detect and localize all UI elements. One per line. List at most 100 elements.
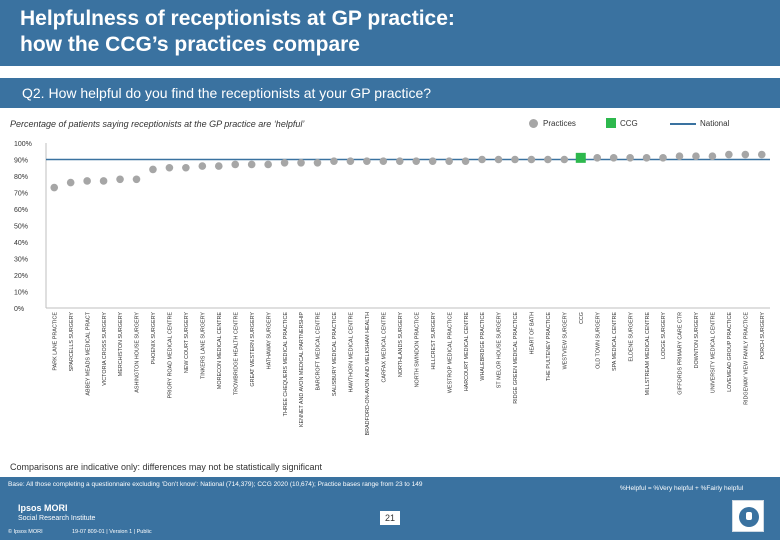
x-category-label: ABBEY MEADS MEDICAL PRACT [85, 311, 91, 395]
x-category-label: HATHAWAY SURGERY [266, 312, 272, 370]
footer-band [0, 477, 780, 540]
practice-marker [609, 154, 618, 162]
legend-national-label: National [700, 119, 730, 128]
legend-ccg-marker [606, 118, 616, 128]
practice-marker [626, 154, 634, 162]
practice-marker [395, 157, 404, 165]
legend-practices-marker [529, 119, 538, 128]
y-tick-label: 100% [14, 141, 32, 148]
y-tick-label: 70% [14, 191, 28, 198]
practice-marker [379, 157, 388, 165]
x-category-label: TROWBRIDGE HEALTH CENTRE [233, 312, 239, 396]
x-category-label: SPARCELLS SURGERY [69, 312, 75, 372]
practice-marker [527, 155, 536, 164]
practice-marker [83, 177, 91, 185]
legend-national-line [670, 123, 696, 125]
practice-marker [560, 155, 569, 164]
x-category-label: WESTVIEW SURGERY [563, 312, 569, 370]
practice-marker [231, 160, 240, 169]
x-category-label: KENNET AND AVON MEDICAL PARTNERSHIP [299, 312, 305, 427]
x-category-label: LOVEMEAD GROUP PRACTICE [727, 312, 733, 392]
practice-marker [675, 152, 684, 160]
practice-marker [297, 159, 305, 167]
y-tick-label: 40% [14, 240, 28, 247]
practice-marker [264, 160, 272, 169]
ccg-marker [575, 152, 586, 163]
x-category-label: DOWNTON SURGERY [694, 312, 700, 369]
question-band [0, 78, 780, 108]
logo-subtitle: Social Research Institute [18, 515, 96, 522]
y-tick-label: 80% [14, 174, 28, 181]
practice-marker [412, 157, 421, 165]
practice-marker [757, 150, 766, 159]
y-tick-label: 30% [14, 257, 28, 264]
x-category-label: HILLCREST SURGERY [431, 312, 437, 370]
practice-marker [511, 155, 519, 164]
practice-marker [313, 159, 322, 167]
x-category-label: MORECON MEDICAL CENTRE [217, 312, 223, 389]
practice-marker [165, 163, 174, 172]
x-category-label: HAWTHORN MEDICAL CENTRE [349, 312, 355, 393]
x-category-label: RIDGE GREEN MEDICAL PRACTICE [513, 312, 519, 404]
practice-marker [50, 183, 59, 192]
x-category-label: HEART OF BATH [530, 312, 536, 355]
x-category-label: PRIORY ROAD MEDICAL CENTRE [168, 312, 174, 399]
x-category-label: CCG [579, 312, 585, 324]
slide-title: Helpfulness of receptionists at GP pract… [20, 6, 760, 58]
x-category-label: ST MELOR HOUSE SURGERY [497, 312, 503, 389]
y-tick-label: 50% [14, 224, 28, 231]
y-tick-label: 60% [14, 207, 28, 214]
x-category-label: NEW COURT SURGERY [184, 312, 190, 374]
practice-marker [708, 152, 717, 160]
x-category-label: OLD TOWN SURGERY [595, 312, 601, 369]
copyright: © Ipsos MORI [8, 529, 43, 535]
practice-marker [461, 157, 470, 165]
base-note: Base: All those completing a questionnai… [8, 481, 423, 488]
practice-marker [66, 178, 75, 187]
practice-marker [116, 175, 124, 184]
ipsos-logo-icon [732, 500, 764, 532]
comparison-note: Comparisons are indicative only: differe… [10, 462, 322, 472]
ipsos-logo-circle [739, 507, 759, 527]
practice-marker [692, 152, 700, 160]
x-category-label: SPA MEDICAL CENTRE [612, 312, 618, 371]
x-category-label: ASHINGTON HOUSE SURGERY [135, 312, 141, 393]
x-category-label: PORCH SURGERY [760, 312, 766, 360]
practice-marker [593, 154, 602, 162]
x-category-label: THE PULTENEY PRACTICE [546, 312, 552, 381]
title-line-2: how the CCG’s practices compare [20, 33, 360, 56]
practice-marker [428, 157, 437, 165]
practice-marker [494, 155, 503, 164]
practice-marker [725, 150, 733, 159]
job-number: 19-07 809-01 | Version 1 | Public [72, 529, 152, 535]
x-category-label: BRADFORD-ON-AVON AND MELKSHAM HEALTH [365, 312, 371, 436]
y-tick-label: 10% [14, 290, 28, 297]
y-tick-label: 0% [14, 306, 24, 313]
practice-marker [478, 155, 486, 164]
practice-marker [99, 177, 108, 185]
title-line-1: Helpfulness of receptionists at GP pract… [20, 7, 455, 30]
x-category-label: THREE CHEQUERS MEDICAL PRACTICE [283, 312, 289, 417]
x-category-label: PARK LANE PRACTICE [52, 312, 58, 371]
practice-marker [642, 154, 651, 162]
x-category-label: NORTH SWINDON PRACTICE [414, 312, 420, 388]
practice-marker [346, 157, 355, 165]
header-band [0, 0, 780, 66]
x-category-label: ELDENE SURGERY [628, 312, 634, 362]
ipsos-logo-mark [746, 512, 752, 520]
helpful-definition: %Helpful = %Very helpful + %Fairly helpf… [620, 485, 744, 492]
x-category-label: WESTROP MEDICAL PRACTICE [447, 312, 453, 394]
practice-marker [280, 159, 289, 167]
x-category-label: LODGE SURGERY [661, 312, 667, 359]
practice-marker [247, 160, 256, 169]
x-category-label: MILLSTREAM MEDICAL CENTRE [645, 312, 651, 396]
practice-marker [544, 155, 552, 164]
x-category-label: SALISBURY MEDICAL PRACTICE [332, 312, 338, 396]
x-category-label: GIFFORDS PRIMARY CARE CTR [678, 312, 684, 395]
logo-ipsos-mori: Ipsos MORI [18, 503, 68, 513]
practice-marker [182, 163, 190, 172]
practice-marker [363, 157, 371, 165]
chart-subtitle: Percentage of patients saying receptioni… [10, 119, 305, 129]
x-category-label: HARCOURT MEDICAL CENTRE [464, 312, 470, 392]
